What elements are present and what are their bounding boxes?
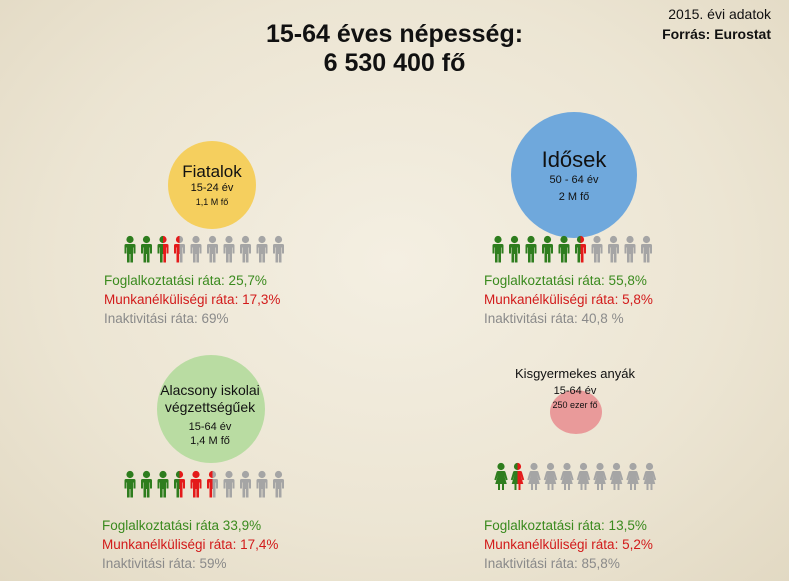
person-icon [124,470,136,498]
people-pictogram [492,235,652,263]
page-title: 15-64 éves népesség: 6 530 400 fő [0,20,789,78]
person-icon [608,235,619,263]
person-icon [273,235,284,263]
people-pictogram [124,470,284,498]
low-circle [157,355,265,463]
person-icon [141,470,152,498]
young-people-row [122,235,287,265]
mom-age: 15-64 év [553,385,597,397]
woman-icon [510,462,525,490]
woman-icon [593,462,607,490]
meta-info: 2015. évi adatok Forrás: Eurostat [662,4,771,44]
person-icon [256,235,268,263]
person-icon [207,235,218,263]
old-circle: Idősek 50 - 64 év 2 M fő [511,112,637,238]
low-age: 15-64 év [188,421,232,433]
old-size: 2 M fő [558,190,590,203]
low-employment: Foglalkoztatási ráta 33,9% [102,518,262,533]
person-icon [207,470,218,498]
person-icon [240,470,251,498]
woman-icon [642,462,657,490]
person-icon [240,235,251,263]
source-label: Forrás: Eurostat [662,26,771,42]
young-employment: Foglalkoztatási ráta: 25,7% [104,273,267,288]
mom-inactivity: Inaktivitási ráta: 85,8% [484,556,620,571]
woman-icon [626,462,640,490]
person-icon [256,470,268,498]
mom-circle [550,390,602,434]
mom-name: Kisgyermekes anyák [515,366,635,381]
person-icon [273,470,284,498]
person-icon [157,235,169,263]
people-pictogram [124,235,284,263]
mom-people-row [493,462,658,492]
young-stats: Foglalkoztatási ráta: 25,7% Munkanélküli… [104,271,280,328]
person-icon [190,235,202,263]
woman-icon [576,462,591,490]
mom-size: 250 ezer fő [552,400,598,410]
people-pictogram [494,462,657,490]
person-icon [542,235,553,263]
person-icon [492,235,504,263]
person-icon [558,235,570,263]
person-icon [641,235,652,263]
old-name: Idősek [541,146,607,172]
person-icon [624,235,636,263]
person-icon [509,235,520,263]
young-size: 1,1 M fő [195,196,229,207]
young-inactivity: Inaktivitási ráta: 69% [104,311,229,326]
person-icon [157,470,169,498]
mom-employment: Foglalkoztatási ráta: 13,5% [484,518,647,533]
old-unemployment: Munkanélküliségi ráta: 5,8% [484,292,653,307]
person-icon [124,235,136,263]
low-text: Alacsony iskolai végzettségűek 15-64 év … [130,382,290,448]
low-unemployment: Munkanélküliségi ráta: 17,4% [102,537,279,552]
woman-icon [494,462,508,490]
person-icon [575,235,586,263]
low-name-line2: végzettségűek [164,399,256,415]
old-inactivity: Inaktivitási ráta: 40,8 % [484,311,624,326]
person-icon [174,470,185,498]
young-unemployment: Munkanélküliségi ráta: 17,3% [104,292,281,307]
person-icon [141,235,152,263]
woman-icon [543,462,558,490]
person-icon [525,235,537,263]
person-icon [174,235,185,263]
mom-text: 15-64 év 250 ezer fő [520,384,630,412]
person-icon [190,470,202,498]
person-icon [591,235,603,263]
woman-icon [560,462,574,490]
young-age: 15-24 év [190,181,234,194]
old-employment: Foglalkoztatási ráta: 55,8% [484,273,647,288]
woman-icon [527,462,541,490]
mom-unemployment: Munkanélküliségi ráta: 5,2% [484,537,653,552]
low-people-row [122,470,287,500]
old-people-row [490,235,655,265]
person-icon [223,235,235,263]
woman-icon [609,462,624,490]
person-icon [223,470,235,498]
low-size: 1,4 M fő [190,435,230,447]
low-name-line1: Alacsony iskolai [160,382,260,398]
mom-stats: Foglalkoztatási ráta: 13,5% Munkanélküli… [484,516,653,573]
low-stats: Foglalkoztatási ráta 33,9% Munkanélkülis… [102,516,278,573]
old-stats: Foglalkoztatási ráta: 55,8% Munkanélküli… [484,271,653,328]
title-line2: 6 530 400 fő [323,49,466,77]
young-circle: Fiatalok 15-24 év 1,1 M fő [168,141,256,229]
title-line1: 15-64 éves népesség: [265,20,524,48]
low-inactivity: Inaktivitási ráta: 59% [102,556,227,571]
year-label: 2015. évi adatok [668,6,771,22]
old-age: 50 - 64 év [549,173,599,186]
young-name: Fiatalok [182,161,242,181]
